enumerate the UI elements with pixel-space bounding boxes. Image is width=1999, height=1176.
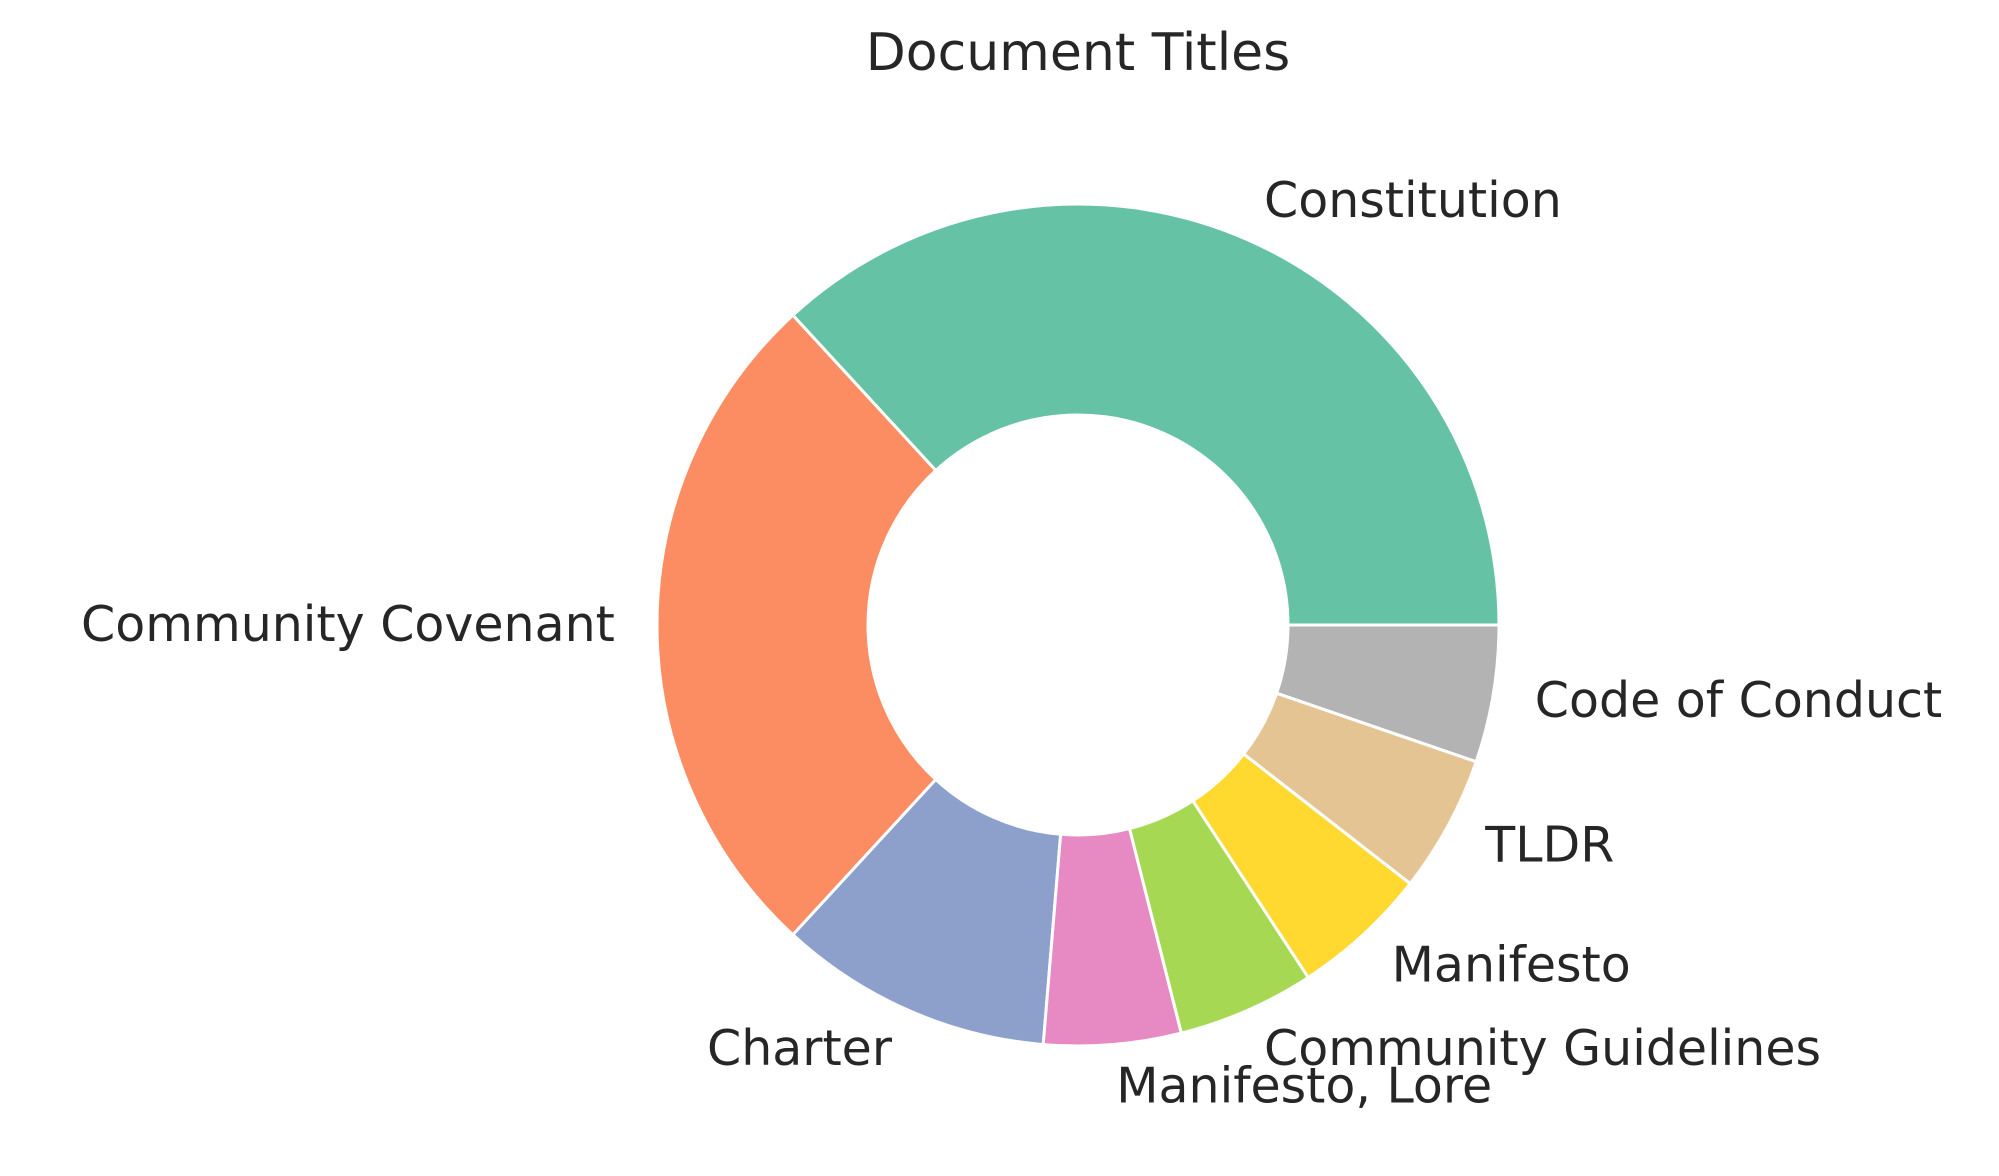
slice-label-code-of-conduct: Code of Conduct — [1535, 672, 1942, 729]
labels-group: Constitution Community Covenant Charter Man… — [81, 172, 1942, 1115]
slices-group — [655, 202, 1501, 1048]
slice-charter — [790, 777, 1063, 1047]
chart-title: Document Titles — [866, 23, 1290, 83]
slice-label-charter: Charter — [707, 1020, 893, 1077]
slice-label-manifesto-lore: Manifesto, Lore — [1116, 1058, 1492, 1115]
slice-constitution — [790, 202, 1501, 627]
slice-label-community-covenant: Community Covenant — [81, 596, 615, 653]
slice-label-manifesto: Manifesto — [1392, 937, 1631, 994]
slice-label-tldr: TLDR — [1484, 816, 1614, 873]
slice-label-constitution: Constitution — [1264, 172, 1562, 229]
slice-code-of-conduct — [1274, 623, 1501, 764]
slice-label-community-guidelines: Community Guidelines — [1264, 1020, 1821, 1077]
slice-community-covenant — [655, 313, 938, 937]
